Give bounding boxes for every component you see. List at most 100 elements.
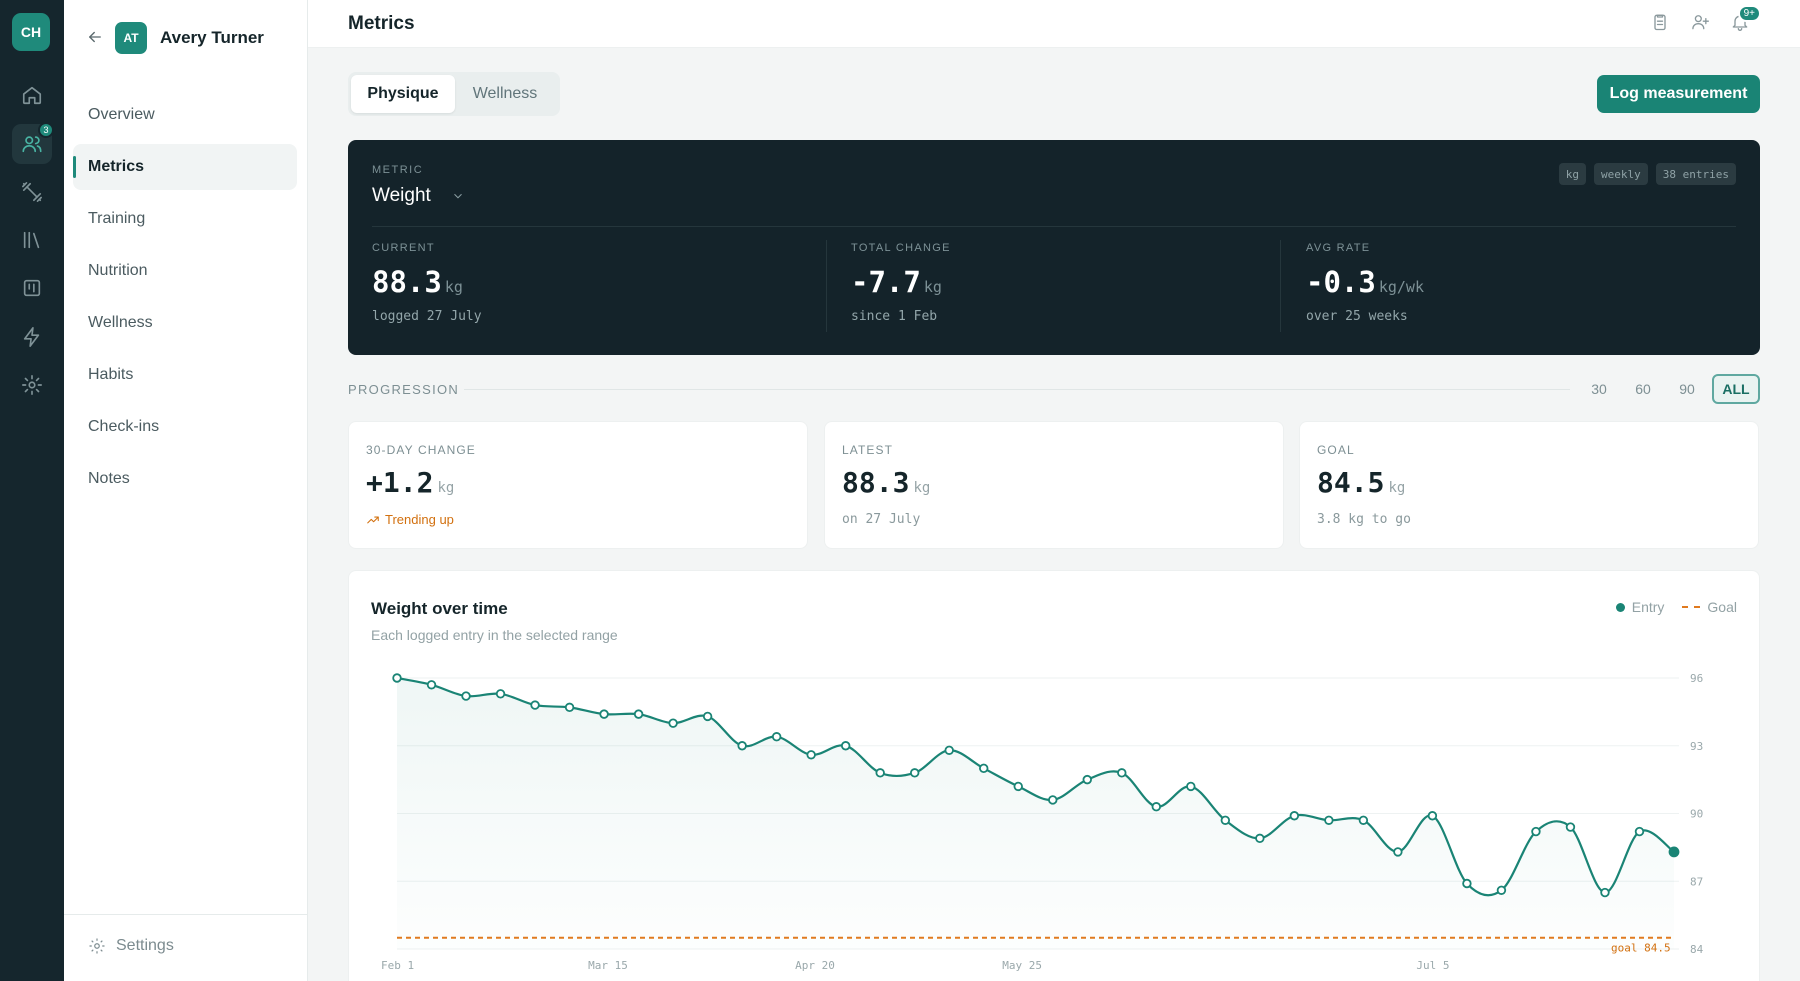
frequency-tag: weekly	[1594, 163, 1648, 185]
range-90-button[interactable]: 90	[1679, 381, 1695, 397]
log-measurement-button[interactable]: Log measurement	[1597, 75, 1760, 113]
entry-point	[1496, 885, 1507, 895]
chevron-down-icon	[453, 193, 462, 199]
nav-item-metrics[interactable]: Metrics	[73, 144, 297, 190]
total-change-label: TOTAL CHANGE	[851, 242, 951, 254]
top-bar: Metrics 9+	[308, 0, 1800, 48]
total-change-stat: TOTAL CHANGE -7.7 kg since 1 Feb	[851, 242, 951, 324]
divider	[64, 914, 307, 915]
change-30-value: +1.2	[366, 466, 434, 499]
metric-label: METRIC	[372, 164, 424, 176]
latest-card: LATEST 88.3 kg on 27 July	[824, 421, 1284, 549]
divider	[372, 226, 1736, 227]
entries-tag: 38 entries	[1655, 163, 1736, 185]
total-change-value: -7.7	[851, 265, 921, 299]
entry-point	[1082, 774, 1092, 785]
bolt-icon[interactable]	[12, 317, 52, 357]
current-label: CURRENT	[372, 242, 435, 254]
range-60-button[interactable]: 60	[1635, 381, 1651, 397]
range-30-button[interactable]: 30	[1591, 381, 1607, 397]
users-badge: 3	[38, 122, 54, 138]
current-unit: kg	[444, 278, 463, 296]
entry-area	[397, 678, 1674, 949]
range-selector: 30 60 90 ALL	[1580, 374, 1760, 404]
entry-point	[771, 732, 782, 742]
dumbbell-icon[interactable]	[12, 172, 52, 212]
total-change-sub: since 1 Feb	[851, 309, 938, 324]
avg-rate-value: -0.3	[1306, 265, 1376, 299]
y-tick-label: 93	[1690, 740, 1703, 753]
library-icon[interactable]	[12, 220, 52, 260]
y-tick-label: 96	[1690, 672, 1703, 685]
notification-badge: 9+	[1737, 5, 1761, 22]
nav-item-nutrition[interactable]: Nutrition	[88, 262, 148, 279]
entry-point	[1668, 846, 1680, 858]
bell-icon[interactable]: 9+	[1730, 5, 1761, 36]
total-change-unit: kg	[923, 278, 942, 296]
app-rail: CH 3	[0, 0, 64, 981]
nav-item-training[interactable]: Training	[88, 210, 146, 227]
entry-point	[1013, 781, 1023, 792]
range-all-button[interactable]: ALL	[1712, 374, 1760, 404]
trending-up-icon	[367, 516, 379, 523]
metric-selector[interactable]: Weight	[372, 185, 465, 207]
entry-point	[1427, 811, 1438, 821]
weight-chart-card: Weight over time Each logged entry in th…	[348, 570, 1760, 981]
nav-item-overview[interactable]: Overview	[88, 106, 155, 123]
entry-point	[875, 768, 885, 778]
entry-point	[1255, 833, 1265, 844]
entry-point	[1634, 826, 1645, 837]
client-sidebar: AT Avery Turner Overview Metrics Trainin…	[64, 0, 308, 981]
avg-rate-sub: over 25 weeks	[1306, 309, 1408, 324]
goal-value: 84.5	[1317, 466, 1385, 499]
goal-label: GOAL	[1317, 443, 1355, 457]
add-user-icon[interactable]	[1690, 12, 1714, 36]
divider	[464, 389, 1570, 390]
x-tick-label: Mar 15	[588, 959, 628, 972]
nav-item-wellness[interactable]: Wellness	[88, 314, 153, 331]
goal-sub: 3.8 kg to go	[1317, 512, 1411, 527]
metric-summary-panel: METRIC Weight kg weekly 38 entries CURRE…	[348, 140, 1760, 355]
metric-selected-value: Weight	[372, 185, 431, 206]
entry-point	[979, 763, 989, 774]
app-logo[interactable]: CH	[12, 13, 50, 51]
entry-point	[564, 702, 575, 713]
entry-point	[1289, 811, 1300, 821]
entry-point	[495, 689, 506, 699]
entry-point	[1220, 815, 1231, 825]
entry-point	[944, 745, 954, 755]
divider	[826, 240, 827, 332]
x-tick-label: May 25	[1002, 959, 1042, 972]
settings-label: Settings	[116, 937, 174, 954]
legend-entry-swatch	[1615, 602, 1625, 612]
nav-item-habits[interactable]: Habits	[88, 366, 134, 383]
users-icon[interactable]: 3	[12, 122, 54, 164]
back-arrow-icon[interactable]	[86, 28, 106, 48]
y-tick-label: 87	[1690, 875, 1703, 888]
entry-point	[633, 709, 644, 719]
avg-rate-stat: AVG RATE -0.3 kg/wk over 25 weeks	[1306, 242, 1424, 324]
x-tick-label: Feb 1	[381, 959, 414, 972]
nav-item-notes[interactable]: Notes	[88, 470, 130, 487]
unit-tag: kg	[1558, 163, 1587, 185]
entry-point	[392, 673, 402, 683]
legend-goal: Goal	[1682, 599, 1737, 615]
trend-indicator: Trending up	[366, 512, 454, 527]
progression-label: PROGRESSION	[348, 382, 460, 397]
metric-tags: kg weekly 38 entries	[1558, 163, 1736, 185]
latest-value: 88.3	[842, 466, 910, 499]
entry-point	[1324, 815, 1334, 825]
board-icon[interactable]	[12, 268, 52, 308]
x-tick-label: Apr 20	[795, 959, 835, 972]
nav-item-check-ins[interactable]: Check-ins	[88, 418, 160, 435]
gear-icon[interactable]	[12, 365, 52, 405]
entry-point	[737, 741, 747, 751]
home-icon[interactable]	[12, 75, 52, 115]
settings-link[interactable]: Settings	[88, 937, 174, 955]
goal-label: goal 84.5	[1611, 942, 1671, 955]
tab-physique[interactable]: Physique	[351, 75, 455, 113]
chart-legend: Entry Goal	[1615, 599, 1737, 615]
trend-label: Trending up	[385, 512, 454, 527]
tab-wellness[interactable]: Wellness	[472, 85, 538, 102]
clipboard-icon[interactable]	[1650, 12, 1674, 36]
